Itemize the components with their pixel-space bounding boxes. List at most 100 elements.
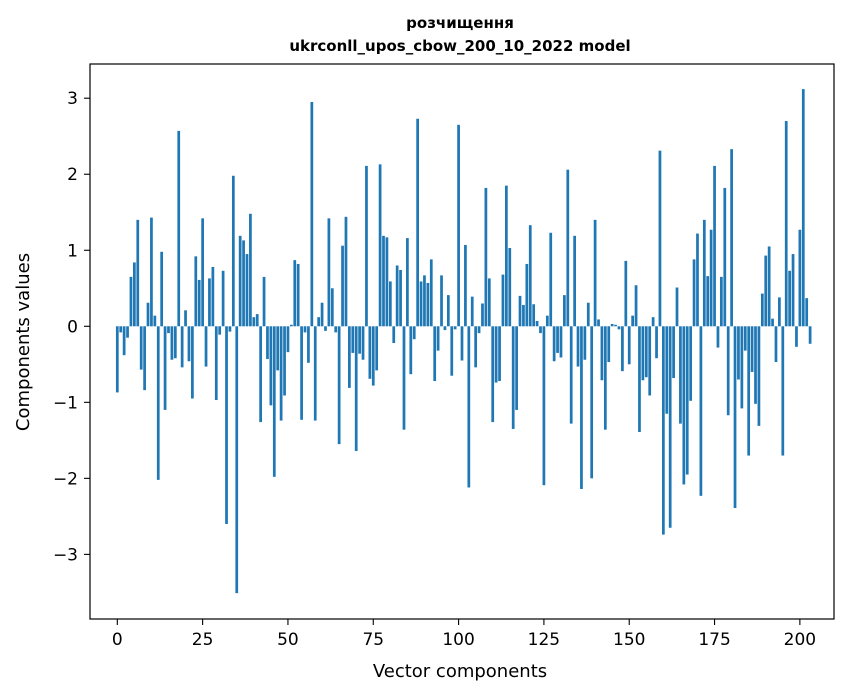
bars-group — [115, 89, 812, 594]
bar — [368, 326, 372, 379]
bar — [593, 219, 597, 327]
bar — [805, 298, 809, 327]
bar — [289, 324, 293, 327]
bar — [795, 326, 798, 347]
bar — [276, 326, 280, 371]
bar — [344, 216, 348, 327]
chart-subtitle: ukrconll_upos_cbow_200_10_2022 model — [289, 37, 630, 55]
bar — [631, 315, 635, 327]
bar — [371, 326, 375, 386]
bar — [644, 326, 648, 378]
bar — [423, 275, 426, 327]
bar — [272, 326, 276, 477]
bar — [692, 259, 696, 327]
bar — [743, 326, 747, 351]
y-tick-label: 0 — [67, 317, 78, 337]
bar — [310, 102, 314, 327]
bar — [679, 326, 682, 424]
bar — [798, 229, 802, 327]
bar — [433, 326, 437, 382]
bar — [238, 235, 242, 327]
y-tick-label: 2 — [67, 165, 78, 185]
bar — [255, 314, 259, 327]
y-axis: −3 −2 −1 0 1 2 3 — [53, 89, 90, 565]
bar — [419, 281, 423, 327]
bar — [757, 326, 761, 426]
bar — [484, 187, 488, 327]
bar — [133, 262, 136, 327]
bar — [126, 326, 129, 338]
bar — [699, 326, 703, 496]
bar — [324, 326, 327, 331]
bar — [754, 326, 757, 404]
bar — [460, 326, 464, 361]
bar — [658, 150, 662, 327]
bar — [160, 251, 164, 327]
bar — [470, 296, 474, 327]
bar — [429, 259, 433, 327]
bar — [702, 219, 706, 327]
bar — [801, 89, 805, 327]
bar — [525, 263, 529, 327]
bar — [726, 326, 730, 416]
bar — [122, 326, 126, 356]
bar — [293, 260, 297, 327]
bar — [501, 274, 505, 327]
bar — [416, 118, 419, 327]
bar — [788, 270, 791, 327]
bar — [143, 326, 146, 391]
bar — [286, 326, 290, 353]
bar — [313, 326, 317, 421]
bar — [535, 320, 539, 327]
bar — [406, 238, 409, 327]
bar — [563, 295, 566, 327]
bar — [334, 326, 338, 333]
bar — [556, 326, 559, 353]
bar — [167, 326, 170, 334]
bar — [330, 288, 334, 327]
bar — [436, 326, 440, 351]
bar — [648, 326, 652, 396]
bar — [115, 326, 119, 393]
bar — [184, 310, 187, 327]
bar — [750, 326, 754, 372]
bar — [317, 317, 321, 327]
bar — [399, 270, 402, 327]
bar — [146, 302, 150, 327]
bar — [467, 326, 471, 488]
bar — [621, 326, 624, 372]
x-tick-label: 0 — [112, 630, 123, 650]
x-tick-label: 25 — [192, 630, 214, 650]
bar — [358, 326, 361, 354]
bar — [194, 256, 198, 327]
bar — [231, 175, 235, 327]
bar — [446, 295, 450, 327]
bar — [569, 326, 573, 424]
bar — [651, 317, 655, 327]
bar — [307, 326, 310, 363]
bar — [590, 326, 594, 479]
bar — [177, 130, 181, 327]
bar — [218, 326, 222, 335]
bar — [474, 326, 478, 368]
bar — [542, 326, 546, 486]
bar — [774, 326, 778, 363]
bar — [696, 233, 699, 327]
bar — [201, 218, 204, 327]
bar — [392, 326, 396, 344]
bar — [266, 326, 269, 359]
bar — [163, 326, 167, 410]
bar — [498, 326, 501, 382]
bar — [395, 265, 399, 327]
bar — [549, 232, 553, 327]
bar — [136, 219, 140, 327]
bar — [477, 326, 481, 334]
bar — [180, 326, 184, 368]
bar — [580, 326, 583, 489]
bar — [464, 244, 467, 327]
bar — [173, 326, 177, 359]
y-tick-label: −2 — [53, 469, 78, 489]
bar — [545, 315, 549, 327]
bar — [610, 324, 614, 327]
